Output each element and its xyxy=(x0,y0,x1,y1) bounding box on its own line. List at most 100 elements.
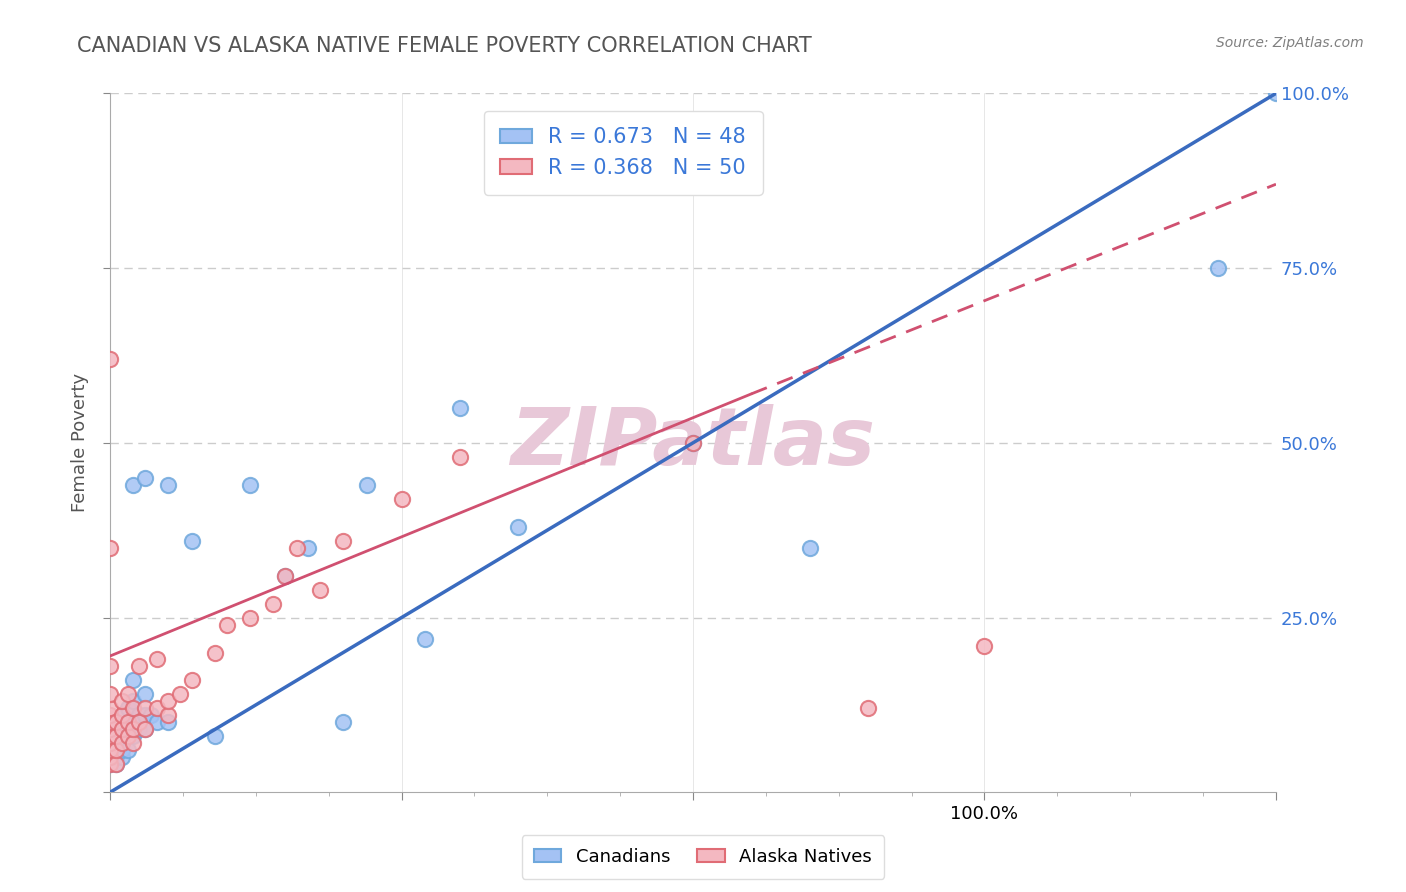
Point xyxy=(98,750,121,764)
Point xyxy=(180,673,202,688)
Point xyxy=(204,646,226,660)
Point xyxy=(1206,261,1229,276)
Legend: Canadians, Alaska Natives: Canadians, Alaska Natives xyxy=(522,835,884,879)
Point xyxy=(117,730,139,744)
Point xyxy=(122,736,145,750)
Point xyxy=(134,723,156,737)
Point xyxy=(111,750,134,764)
Point xyxy=(98,743,121,757)
Point xyxy=(98,743,121,757)
Point xyxy=(104,757,127,772)
Point xyxy=(134,701,156,715)
Point xyxy=(413,632,436,646)
Point xyxy=(98,723,121,737)
Point xyxy=(104,715,127,730)
Legend: R = 0.673   N = 48, R = 0.368   N = 50: R = 0.673 N = 48, R = 0.368 N = 50 xyxy=(484,111,762,194)
Point xyxy=(104,743,127,757)
Point xyxy=(122,723,145,737)
Point xyxy=(104,750,127,764)
Point xyxy=(98,715,121,730)
Point xyxy=(262,597,284,611)
Point xyxy=(145,715,167,730)
Point xyxy=(449,401,471,415)
Point xyxy=(682,435,704,450)
Point xyxy=(98,715,121,730)
Point xyxy=(134,708,156,723)
Point xyxy=(391,491,413,506)
Point xyxy=(973,639,995,653)
Point xyxy=(117,688,139,702)
Point xyxy=(111,708,134,723)
Point xyxy=(134,688,156,702)
Point xyxy=(117,743,139,757)
Point xyxy=(111,736,134,750)
Point xyxy=(332,533,354,548)
Point xyxy=(98,736,121,750)
Point xyxy=(799,541,821,555)
Point xyxy=(98,541,121,555)
Point xyxy=(204,730,226,744)
Point xyxy=(104,743,127,757)
Point xyxy=(274,568,297,582)
Point xyxy=(508,519,530,533)
Point xyxy=(274,568,297,582)
Point xyxy=(128,723,150,737)
Point xyxy=(449,450,471,464)
Point xyxy=(169,688,191,702)
Point xyxy=(128,708,150,723)
Point xyxy=(111,723,134,737)
Point xyxy=(145,701,167,715)
Point xyxy=(111,694,134,708)
Point xyxy=(856,701,879,715)
Point xyxy=(98,351,121,366)
Point xyxy=(111,708,134,723)
Point xyxy=(104,730,127,744)
Point xyxy=(117,715,139,730)
Point xyxy=(122,694,145,708)
Point xyxy=(98,757,121,772)
Point xyxy=(98,730,121,744)
Point xyxy=(356,477,378,491)
Point xyxy=(117,730,139,744)
Point xyxy=(98,757,121,772)
Point xyxy=(145,652,167,666)
Point xyxy=(285,541,308,555)
Point xyxy=(98,659,121,673)
Text: ZIPatlas: ZIPatlas xyxy=(510,404,876,482)
Y-axis label: Female Poverty: Female Poverty xyxy=(72,373,89,512)
Point xyxy=(157,477,180,491)
Point xyxy=(122,701,145,715)
Point xyxy=(239,610,262,624)
Point xyxy=(309,582,332,597)
Point xyxy=(297,541,319,555)
Point xyxy=(104,730,127,744)
Point xyxy=(117,701,139,715)
Text: CANADIAN VS ALASKA NATIVE FEMALE POVERTY CORRELATION CHART: CANADIAN VS ALASKA NATIVE FEMALE POVERTY… xyxy=(77,36,813,55)
Point xyxy=(117,715,139,730)
Point xyxy=(239,477,262,491)
Point xyxy=(1265,87,1288,101)
Point xyxy=(98,701,121,715)
Point xyxy=(157,694,180,708)
Point xyxy=(98,708,121,723)
Point xyxy=(134,723,156,737)
Point xyxy=(215,617,238,632)
Point xyxy=(98,750,121,764)
Point xyxy=(111,743,134,757)
Point xyxy=(180,533,202,548)
Point xyxy=(104,757,127,772)
Point xyxy=(122,715,145,730)
Point xyxy=(98,736,121,750)
Point xyxy=(128,715,150,730)
Point xyxy=(128,659,150,673)
Point xyxy=(98,688,121,702)
Point xyxy=(122,673,145,688)
Point xyxy=(157,715,180,730)
Text: Source: ZipAtlas.com: Source: ZipAtlas.com xyxy=(1216,36,1364,50)
Point xyxy=(134,471,156,485)
Point xyxy=(139,708,162,723)
Point xyxy=(332,715,354,730)
Point xyxy=(157,708,180,723)
Point xyxy=(682,435,704,450)
Point xyxy=(111,736,134,750)
